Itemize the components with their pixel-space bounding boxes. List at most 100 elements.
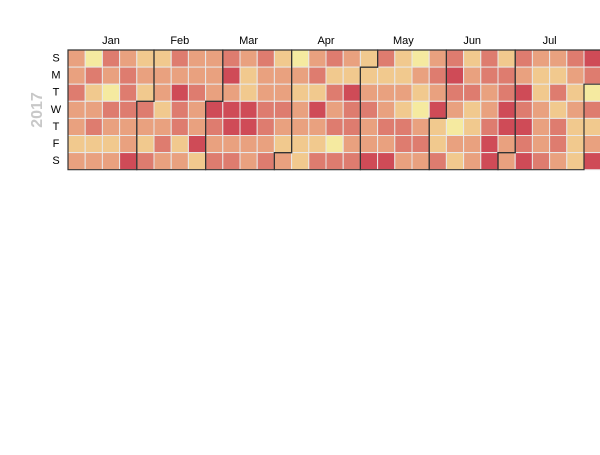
weekday-label: M	[51, 70, 60, 82]
day-cell	[84, 135, 103, 154]
day-cell	[119, 152, 138, 171]
day-cell	[153, 100, 172, 119]
day-cell	[256, 49, 275, 68]
day-cell	[428, 83, 447, 102]
day-cell	[394, 66, 413, 85]
day-cell	[273, 66, 293, 85]
day-cell	[463, 66, 482, 85]
day-cell	[583, 49, 600, 68]
day-cell	[377, 135, 396, 154]
day-cell	[153, 49, 172, 68]
day-cell	[566, 49, 585, 68]
day-cell	[67, 83, 86, 102]
day-cell	[187, 135, 207, 154]
day-cell	[549, 117, 568, 137]
day-cell	[291, 152, 310, 171]
day-cell	[463, 100, 482, 119]
day-cell	[514, 117, 533, 137]
day-cell	[428, 100, 447, 119]
day-cell	[480, 100, 499, 119]
day-cell	[342, 100, 361, 119]
day-cell	[291, 83, 310, 102]
day-cell	[256, 100, 275, 119]
day-cell	[411, 135, 430, 154]
day-cell	[136, 135, 155, 154]
day-cell	[445, 152, 465, 171]
month-label: Mar	[239, 35, 258, 47]
day-cell	[445, 135, 465, 154]
day-cell	[205, 83, 224, 102]
day-cell	[291, 135, 310, 154]
day-cell	[359, 49, 379, 68]
day-cell	[273, 152, 293, 171]
day-cell	[222, 49, 241, 68]
day-cell	[325, 83, 344, 102]
month-label: Jul	[543, 35, 557, 47]
day-cell	[119, 49, 138, 68]
day-cell	[463, 152, 482, 171]
day-cell	[187, 152, 207, 171]
day-cell	[497, 83, 516, 102]
day-cell	[377, 152, 396, 171]
day-cell	[239, 83, 258, 102]
day-cell	[514, 100, 533, 119]
day-cell	[291, 49, 310, 68]
day-cell	[205, 135, 224, 154]
weekday-label: F	[53, 138, 60, 150]
day-cell	[256, 135, 275, 154]
day-cell	[480, 83, 499, 102]
day-cell	[342, 152, 361, 171]
day-cell	[187, 49, 207, 68]
day-cell	[342, 117, 361, 137]
day-cell	[239, 100, 258, 119]
day-cell	[583, 100, 600, 119]
day-cell	[67, 135, 86, 154]
day-cell	[101, 100, 121, 119]
day-cell	[566, 66, 585, 85]
day-cell	[463, 49, 482, 68]
day-cell	[583, 117, 600, 137]
day-cell	[101, 117, 121, 137]
day-cell	[514, 66, 533, 85]
day-cell	[153, 135, 172, 154]
day-cell	[291, 117, 310, 137]
month-label: Jun	[463, 35, 481, 47]
day-cell	[136, 83, 155, 102]
day-cell	[136, 49, 155, 68]
day-cell	[445, 49, 465, 68]
weekday-label: S	[52, 52, 59, 64]
day-cell	[325, 152, 344, 171]
day-cell	[205, 66, 224, 85]
year-label: 2017	[29, 92, 46, 128]
month-label: Feb	[170, 35, 189, 47]
day-cell	[497, 117, 516, 137]
day-cell	[445, 83, 465, 102]
day-cell	[566, 152, 585, 171]
day-cell	[394, 100, 413, 119]
day-cell	[342, 66, 361, 85]
day-cell	[531, 117, 551, 137]
day-cell	[394, 49, 413, 68]
day-cell	[394, 152, 413, 171]
weekday-label: T	[53, 87, 60, 99]
day-cell	[325, 49, 344, 68]
day-cell	[428, 135, 447, 154]
day-cell	[497, 152, 516, 171]
day-cell	[583, 66, 600, 85]
day-cell	[480, 66, 499, 85]
day-cell	[342, 135, 361, 154]
day-cell	[84, 152, 103, 171]
day-cell	[463, 117, 482, 137]
day-cell	[325, 100, 344, 119]
day-cell	[256, 83, 275, 102]
day-cell	[480, 152, 499, 171]
day-cell	[497, 135, 516, 154]
day-cell	[222, 152, 241, 171]
day-cell	[359, 117, 379, 137]
day-cell	[205, 100, 224, 119]
day-cell	[308, 66, 327, 85]
day-cell	[170, 135, 189, 154]
day-cell	[308, 117, 327, 137]
